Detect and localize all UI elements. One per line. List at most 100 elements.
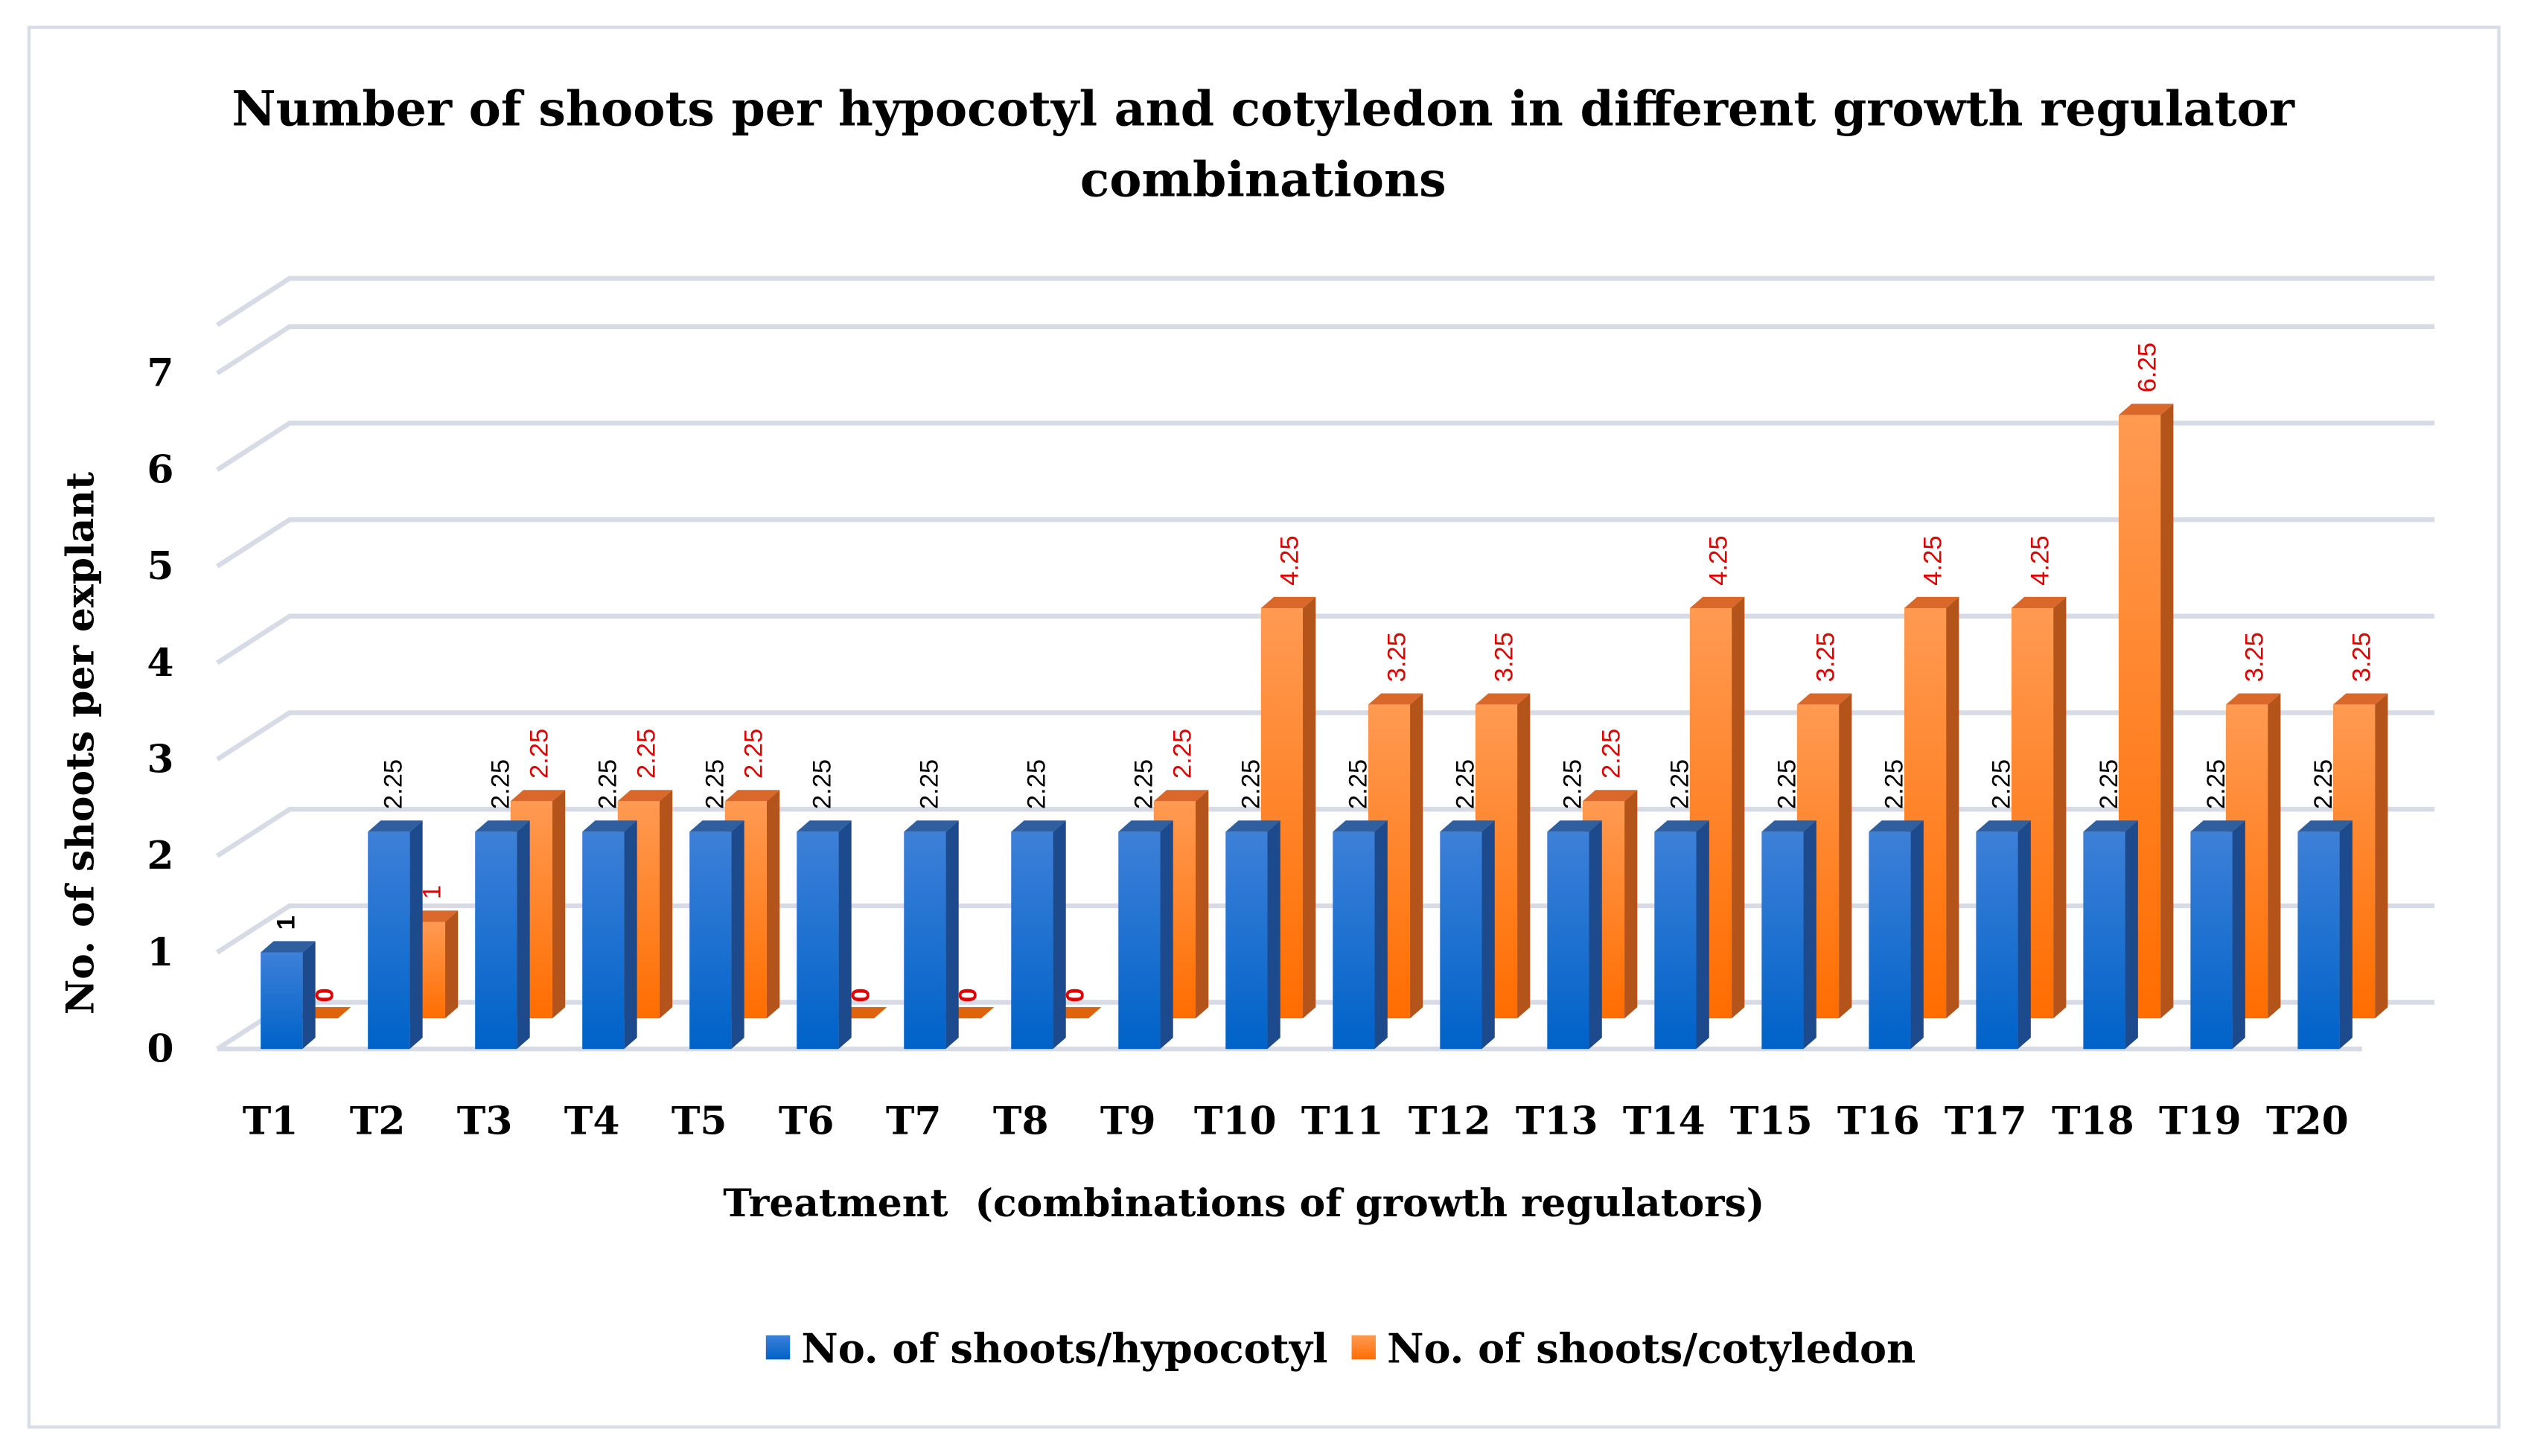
bar-top	[689, 820, 744, 832]
data-label-cotyledon: 1	[418, 885, 446, 899]
bar-side	[1267, 820, 1280, 1050]
data-label-cotyledon: 4.25	[1705, 535, 1733, 585]
data-label-hypocotyl: 2.25	[1023, 759, 1051, 809]
bar-front	[1333, 831, 1375, 1050]
legend-label-hypocotyl: No. of shoots/hypocotyl	[801, 1325, 1327, 1373]
bar-front	[1654, 831, 1697, 1050]
data-label-hypocotyl: 2.25	[1452, 759, 1480, 809]
bar-cotyledon	[2011, 596, 2067, 1019]
bar-side	[731, 820, 744, 1050]
y-tick-label: 5	[147, 543, 173, 589]
bar-hypocotyl	[1011, 820, 1066, 1050]
bar-hypocotyl	[582, 820, 637, 1050]
data-label-cotyledon: 3.25	[1812, 632, 1840, 682]
data-label-cotyledon: 2.25	[632, 729, 660, 779]
x-tick-label: T13	[1516, 1099, 1598, 1144]
x-tick-label: T7	[886, 1099, 942, 1144]
bar-top	[2083, 820, 2138, 832]
bar-top	[1904, 596, 1959, 608]
bar-top	[1689, 596, 1745, 608]
bar-side	[945, 820, 959, 1050]
bar-hypocotyl	[797, 820, 852, 1050]
legend: No. of shoots/hypocotyl No. of shoots/co…	[765, 1325, 1916, 1373]
bar-side	[2125, 820, 2138, 1050]
x-tick-label: T17	[1945, 1099, 2027, 1144]
data-label-hypocotyl: 2.25	[701, 759, 730, 809]
bar-hypocotyl	[1440, 820, 1495, 1050]
chart-title-line2: combinations	[1080, 152, 1447, 208]
bar-hypocotyl	[1761, 820, 1817, 1050]
bar-side	[624, 820, 637, 1050]
bar-top	[2297, 820, 2353, 832]
bar-front	[1225, 831, 1268, 1050]
data-label-cotyledon: 2.25	[739, 729, 768, 779]
bar-side	[659, 790, 673, 1019]
data-label-hypocotyl: 2.25	[1666, 759, 1694, 809]
bar-top	[2225, 693, 2281, 705]
bar-top	[1761, 820, 1817, 832]
bar-side	[1839, 693, 1852, 1019]
x-tick-label: T5	[672, 1099, 727, 1144]
x-tick-label: T4	[564, 1099, 620, 1144]
data-label-hypocotyl: 2.25	[594, 759, 622, 809]
x-tick-label: T8	[993, 1099, 1049, 1144]
bar-top	[1153, 790, 1209, 802]
bar-side	[2268, 693, 2281, 1019]
gridline	[216, 275, 2435, 328]
data-label-hypocotyl: 2.25	[380, 759, 408, 809]
bar-hypocotyl	[2190, 820, 2245, 1050]
bar-front	[2190, 831, 2233, 1050]
bar-front	[1761, 831, 1804, 1050]
bar-side	[1803, 820, 1817, 1050]
bar-top	[724, 790, 780, 802]
bar-top	[2190, 820, 2245, 832]
bar-side	[1481, 820, 1495, 1050]
bar-front	[2083, 831, 2125, 1050]
y-tick-labels: 0 1 2 3 4 5 6 7	[147, 351, 173, 1072]
data-label-cotyledon: 3.25	[1383, 632, 1412, 682]
bar-hypocotyl	[2297, 820, 2353, 1050]
bar-hypocotyl	[1869, 820, 1924, 1050]
bar-side	[2339, 820, 2353, 1050]
bar-side	[409, 820, 423, 1050]
bar-side	[444, 910, 459, 1019]
y-tick-label: 7	[147, 351, 173, 396]
bar-side	[517, 820, 530, 1050]
y-axis-title: No. of shoots per explant	[57, 472, 103, 1015]
x-tick-label: T15	[1730, 1099, 1813, 1144]
data-label-cotyledon: 2.25	[1598, 729, 1626, 779]
data-label-cotyledon: 0	[310, 988, 339, 1002]
bar-side	[2018, 820, 2031, 1050]
y-tick-label: 6	[147, 447, 173, 492]
data-label-hypocotyl: 2.25	[1559, 759, 1587, 809]
bar-side	[1053, 820, 1066, 1050]
bar-front	[475, 831, 517, 1050]
bar-side	[1732, 596, 1745, 1019]
data-label-hypocotyl: 2.25	[808, 759, 837, 809]
data-label-hypocotyl: 1	[272, 916, 301, 930]
bar-hypocotyl	[1976, 820, 2031, 1050]
gridline	[216, 517, 2435, 569]
bar-hypocotyl	[1225, 820, 1280, 1050]
data-label-hypocotyl: 2.25	[1237, 759, 1266, 809]
y-tick-label: 1	[147, 930, 173, 975]
bar-cotyledon	[1796, 693, 1852, 1019]
bar-hypocotyl	[1547, 820, 1602, 1050]
bar-top	[475, 820, 530, 832]
bar-front	[1976, 831, 2018, 1050]
bar-front	[1547, 831, 1589, 1050]
bar-top	[1260, 596, 1316, 608]
bar-side	[552, 790, 566, 1019]
bar-top	[1547, 820, 1602, 832]
bar-top	[1582, 790, 1638, 802]
data-label-cotyledon: 2.25	[525, 729, 553, 779]
data-label-hypocotyl: 2.25	[916, 759, 944, 809]
bar-top	[1368, 693, 1423, 705]
data-label-hypocotyl: 2.25	[1345, 759, 1373, 809]
bar-top	[617, 790, 673, 802]
bar-front	[261, 952, 303, 1050]
y-tick-label: 4	[147, 640, 173, 686]
gridline	[216, 421, 2435, 472]
bar-hypocotyl	[1333, 820, 1388, 1050]
bar-top	[1654, 820, 1709, 832]
